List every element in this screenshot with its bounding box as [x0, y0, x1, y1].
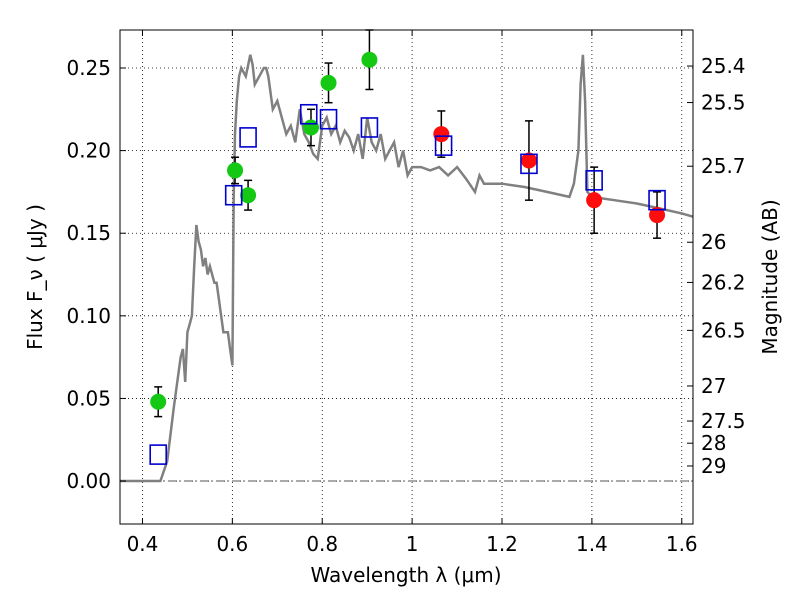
green-data-point [227, 162, 244, 179]
magnitude-tick-label: 25.7 [701, 154, 746, 178]
x-tick-label: 1 [406, 532, 419, 556]
green-data-point [150, 393, 167, 410]
x-tick-label: 0.8 [306, 532, 338, 556]
magnitude-tick-label: 25.4 [701, 54, 746, 78]
magnitude-tick-label: 28 [701, 431, 726, 455]
blue-model-square [360, 117, 379, 138]
y-tick-label: 0.00 [66, 469, 111, 493]
blue-model-square [299, 103, 318, 125]
magnitude-tick-label: 27.5 [701, 409, 746, 433]
magnitude-tick-label: 26.2 [701, 270, 746, 294]
plot-frame [119, 29, 694, 525]
blue-model-square [585, 170, 603, 191]
red-data-point [649, 207, 666, 224]
y-tick-label: 0.15 [66, 221, 111, 245]
blue-model-square [224, 184, 243, 206]
x-tick-label: 0.6 [216, 532, 248, 556]
red-data-point [433, 126, 450, 143]
model-spectrum-line [120, 54, 694, 483]
magnitude-tick-label: 27 [701, 374, 726, 398]
x-tick-label: 1.4 [576, 532, 608, 556]
x-tick-label: 1.2 [486, 532, 518, 556]
magnitude-axis-label: Magnitude (AB) [758, 199, 782, 354]
x-axis: 0.4 0.6 0.8 1 1.2 1.4 1.6 [127, 30, 698, 556]
blue-model-square [434, 135, 453, 156]
y-axis-label: Flux F_ν ( μJy ) [23, 204, 47, 350]
y-axis: 0.00 0.05 0.10 0.15 0.20 0.25 [66, 56, 126, 493]
green-data-point [361, 51, 378, 68]
blue-model-square [648, 189, 666, 211]
magnitude-tick-label: 26 [701, 230, 726, 254]
x-axis-label: Wavelength λ (μm) [310, 563, 501, 587]
x-tick-label: 0.4 [127, 532, 159, 556]
red-data-point [520, 152, 537, 169]
blue-model-square [149, 444, 167, 465]
x-tick-label: 1.6 [666, 532, 698, 556]
green-data-point [240, 187, 257, 204]
y-tick-label: 0.20 [66, 139, 111, 163]
blue-model-square [239, 127, 257, 148]
red-data-point [586, 192, 603, 209]
green-data-point [320, 74, 337, 91]
magnitude-tick-label: 29 [701, 454, 726, 478]
y-tick-label: 0.25 [66, 56, 111, 80]
y-tick-label: 0.05 [66, 386, 111, 410]
blue-model-square [520, 153, 538, 175]
magnitude-tick-label: 25.5 [701, 91, 746, 115]
grid-lines [120, 30, 693, 524]
y-tick-label: 0.10 [66, 304, 111, 328]
blue-model-square [319, 108, 338, 130]
data-markers [149, 29, 666, 465]
magnitude-tick-label: 26.5 [701, 318, 746, 342]
